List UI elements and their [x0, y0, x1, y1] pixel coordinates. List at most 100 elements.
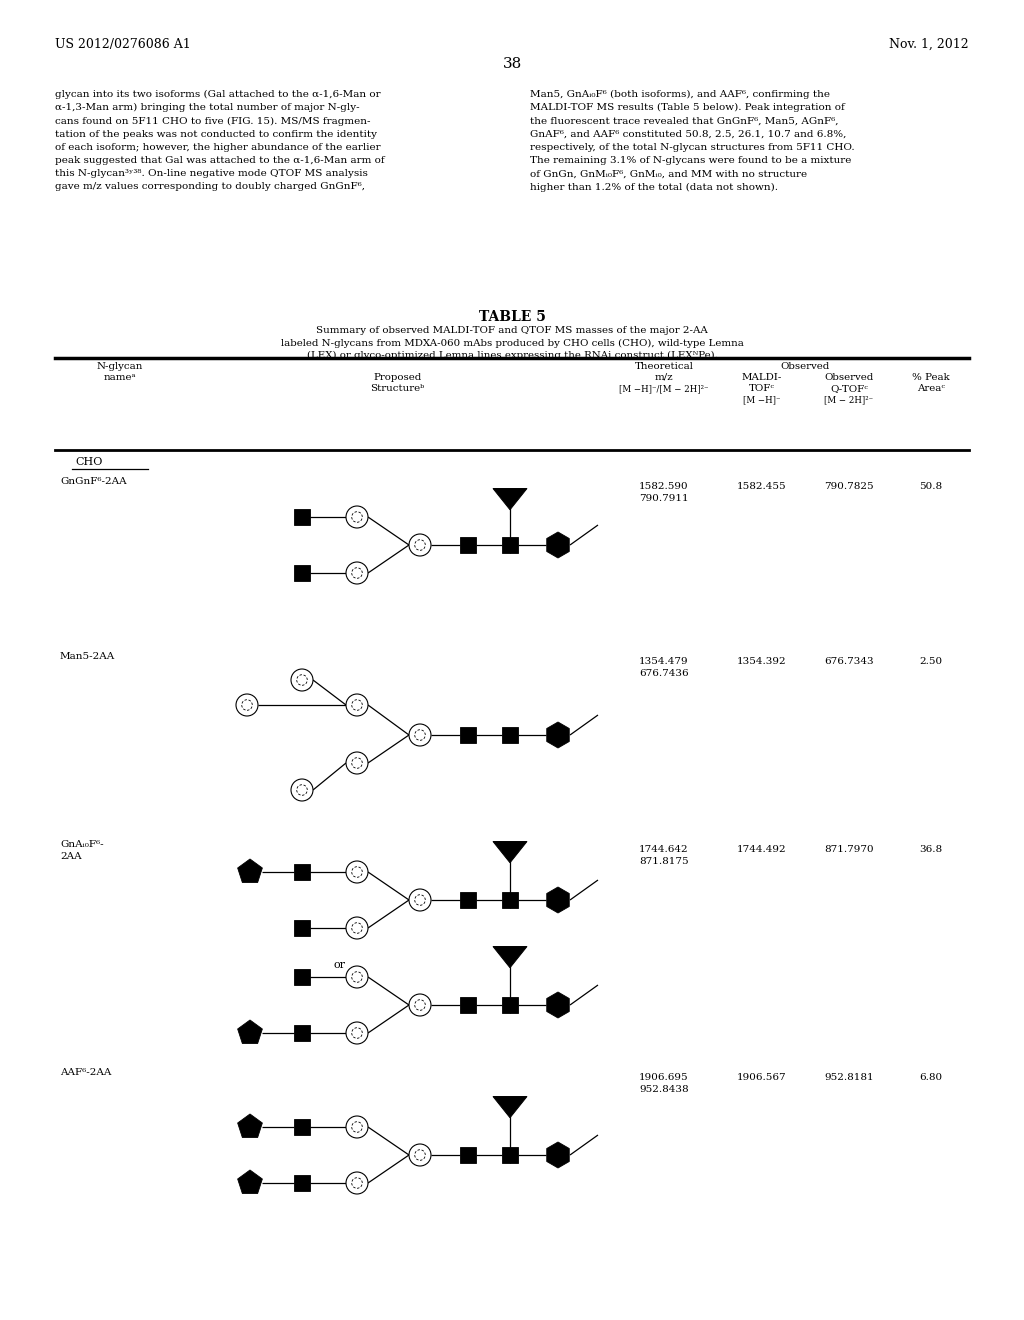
Circle shape: [346, 506, 368, 528]
Polygon shape: [493, 842, 527, 863]
Polygon shape: [238, 859, 262, 883]
Circle shape: [346, 1022, 368, 1044]
Bar: [294, 1026, 310, 1041]
Text: the fluorescent trace revealed that GnGnF⁶, Man5, AGnF⁶,: the fluorescent trace revealed that GnGn…: [530, 116, 839, 125]
Circle shape: [297, 675, 307, 685]
Bar: [294, 865, 310, 880]
Circle shape: [351, 923, 362, 933]
Text: tation of the peaks was not conducted to confirm the identity: tation of the peaks was not conducted to…: [55, 129, 377, 139]
Circle shape: [351, 568, 362, 578]
Circle shape: [346, 966, 368, 987]
Text: (LEX) or glyco-optimized Lemna lines expressing the RNAi construct (LEXᴺPe).: (LEX) or glyco-optimized Lemna lines exp…: [306, 351, 718, 360]
Text: peak suggested that Gal was attached to the α-1,6-Man arm of: peak suggested that Gal was attached to …: [55, 156, 385, 165]
Text: MALDI-TOF MS results (Table 5 below). Peak integration of: MALDI-TOF MS results (Table 5 below). Pe…: [530, 103, 845, 112]
Circle shape: [346, 917, 368, 939]
Circle shape: [351, 1122, 362, 1133]
Text: of each isoform; however, the higher abundance of the earlier: of each isoform; however, the higher abu…: [55, 143, 381, 152]
Text: 676.7436: 676.7436: [639, 669, 689, 678]
Bar: [460, 1147, 476, 1163]
Text: Observed: Observed: [824, 374, 873, 381]
Circle shape: [351, 758, 362, 768]
Text: 871.8175: 871.8175: [639, 857, 689, 866]
Text: CHO: CHO: [75, 457, 102, 467]
Circle shape: [297, 784, 307, 795]
Bar: [502, 1147, 518, 1163]
Bar: [502, 892, 518, 908]
Text: 6.80: 6.80: [920, 1073, 942, 1082]
Polygon shape: [493, 1097, 527, 1118]
Text: respectively, of the total N-glycan structures from 5F11 CHO.: respectively, of the total N-glycan stru…: [530, 143, 855, 152]
Circle shape: [346, 752, 368, 774]
Text: 2.50: 2.50: [920, 657, 942, 667]
Text: 871.7970: 871.7970: [824, 845, 873, 854]
Text: Areaᶜ: Areaᶜ: [918, 384, 945, 393]
Text: 38: 38: [503, 57, 521, 71]
Text: of GnGn, GnMᵢ₀F⁶, GnMᵢ₀, and MM with no structure: of GnGn, GnMᵢ₀F⁶, GnMᵢ₀, and MM with no …: [530, 169, 807, 178]
Bar: [502, 997, 518, 1012]
Circle shape: [242, 700, 252, 710]
Text: Man5-2AA: Man5-2AA: [60, 652, 116, 661]
Polygon shape: [547, 993, 569, 1018]
Bar: [502, 727, 518, 743]
Bar: [460, 727, 476, 743]
Bar: [294, 510, 310, 525]
Text: gave m/z values corresponding to doubly charged GnGnF⁶,: gave m/z values corresponding to doubly …: [55, 182, 365, 191]
Text: N-glycan: N-glycan: [97, 362, 143, 371]
Text: MALDI-: MALDI-: [741, 374, 781, 381]
Text: GnAF⁶, and AAF⁶ constituted 50.8, 2.5, 26.1, 10.7 and 6.8%,: GnAF⁶, and AAF⁶ constituted 50.8, 2.5, 2…: [530, 129, 847, 139]
Circle shape: [351, 867, 362, 878]
Text: [M − 2H]²⁻: [M − 2H]²⁻: [824, 395, 873, 404]
Text: 952.8438: 952.8438: [639, 1085, 689, 1094]
Text: labeled N-glycans from MDXA-060 mAbs produced by CHO cells (CHO), wild-type Lemn: labeled N-glycans from MDXA-060 mAbs pro…: [281, 338, 743, 347]
Text: 1906.695: 1906.695: [639, 1073, 689, 1082]
Circle shape: [351, 1028, 362, 1039]
Polygon shape: [493, 946, 527, 968]
Text: 50.8: 50.8: [920, 482, 942, 491]
Circle shape: [409, 888, 431, 911]
Text: GnAᵢ₀F⁶-: GnAᵢ₀F⁶-: [60, 840, 103, 849]
Text: [M −H]⁻: [M −H]⁻: [742, 395, 780, 404]
Text: % Peak: % Peak: [912, 374, 950, 381]
Circle shape: [409, 535, 431, 556]
Text: this N-glycan³ʸ³⁸. On-line negative mode QTOF MS analysis: this N-glycan³ʸ³⁸. On-line negative mode…: [55, 169, 368, 178]
Text: 1744.642: 1744.642: [639, 845, 689, 854]
Bar: [460, 892, 476, 908]
Text: 1744.492: 1744.492: [736, 845, 786, 854]
Text: 2AA: 2AA: [60, 851, 82, 861]
Circle shape: [346, 694, 368, 715]
Bar: [460, 537, 476, 553]
Circle shape: [351, 972, 362, 982]
Text: 1354.479: 1354.479: [639, 657, 689, 667]
Text: 790.7911: 790.7911: [639, 494, 689, 503]
Polygon shape: [493, 488, 527, 510]
Circle shape: [409, 994, 431, 1016]
Bar: [502, 537, 518, 553]
Text: 36.8: 36.8: [920, 845, 942, 854]
Circle shape: [346, 562, 368, 583]
Text: m/z: m/z: [654, 374, 674, 381]
Text: higher than 1.2% of the total (data not shown).: higher than 1.2% of the total (data not …: [530, 182, 778, 191]
Polygon shape: [547, 722, 569, 748]
Text: 1354.392: 1354.392: [736, 657, 786, 667]
Text: GnGnF⁶-2AA: GnGnF⁶-2AA: [60, 477, 127, 486]
Text: 1582.455: 1582.455: [736, 482, 786, 491]
Polygon shape: [547, 887, 569, 913]
Text: TOFᶜ: TOFᶜ: [749, 384, 774, 393]
Bar: [294, 565, 310, 581]
Text: Proposed: Proposed: [374, 374, 422, 381]
Bar: [294, 1119, 310, 1135]
Text: Man5, GnAᵢ₀F⁶ (both isoforms), and AAF⁶, confirming the: Man5, GnAᵢ₀F⁶ (both isoforms), and AAF⁶,…: [530, 90, 830, 99]
Circle shape: [236, 694, 258, 715]
Polygon shape: [238, 1020, 262, 1044]
Circle shape: [415, 540, 425, 550]
Text: US 2012/0276086 A1: US 2012/0276086 A1: [55, 38, 190, 51]
Text: α-1,3-Man arm) bringing the total number of major N-gly-: α-1,3-Man arm) bringing the total number…: [55, 103, 359, 112]
Polygon shape: [547, 532, 569, 558]
Text: glycan into its two isoforms (Gal attached to the α-1,6-Man or: glycan into its two isoforms (Gal attach…: [55, 90, 381, 99]
Circle shape: [415, 999, 425, 1010]
Circle shape: [346, 1172, 368, 1195]
Circle shape: [346, 861, 368, 883]
Circle shape: [351, 1177, 362, 1188]
Text: or: or: [334, 960, 346, 970]
Circle shape: [291, 669, 313, 690]
